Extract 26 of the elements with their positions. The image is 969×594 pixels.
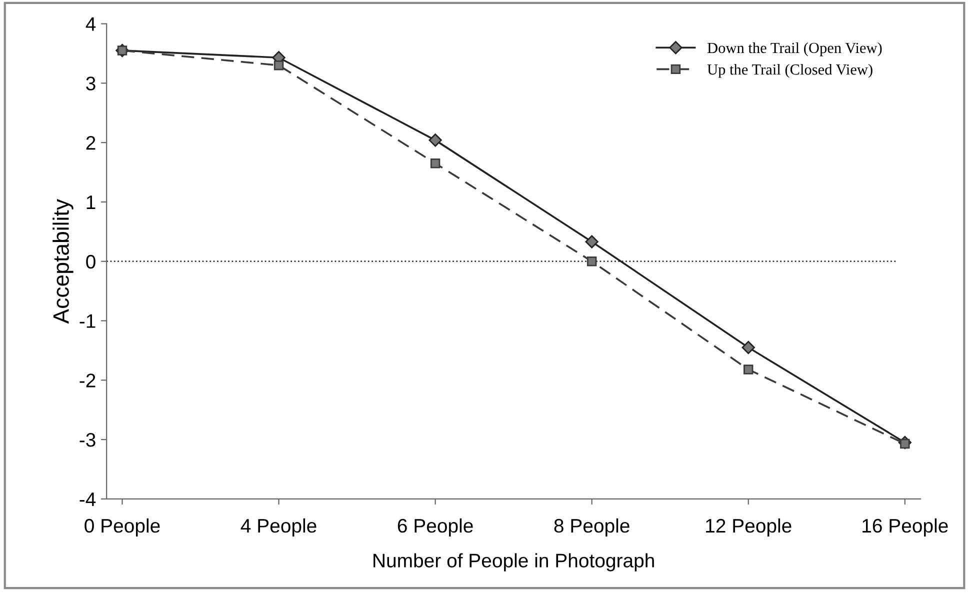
point [742,340,755,354]
y-tick-label: 1 [86,196,96,210]
y-tick-label: -1 [80,314,96,328]
x-tick-label: 16 People [862,518,948,537]
y-tick-label: -4 [80,492,96,506]
y-tick-label: 3 [86,76,96,90]
y-axis-title: Acceptability [52,199,74,324]
y-tick-label: 4 [86,17,96,31]
x-axis-title: Number of People in Photograph [374,553,654,572]
point [430,158,440,168]
x-tick-label: 0 People [84,518,160,537]
point [744,364,754,374]
point [586,256,597,266]
y-tick-label: -3 [80,433,96,447]
y-tick-label: 0 [86,254,96,269]
x-tick-label: 8 People [554,518,630,537]
legend-label: Up the Trail (Closed View) [707,64,872,78]
y-tick-label: 2 [86,136,96,150]
x-tick-label: 4 People [240,518,316,537]
point [428,134,442,147]
legend-label: Down the Trail (Open View) [707,42,882,56]
point [585,235,598,248]
x-tick-label: 12 People [706,518,792,537]
y-tick-label: -2 [80,374,96,388]
point [274,60,284,70]
x-tick-label: 6 People [398,518,473,537]
